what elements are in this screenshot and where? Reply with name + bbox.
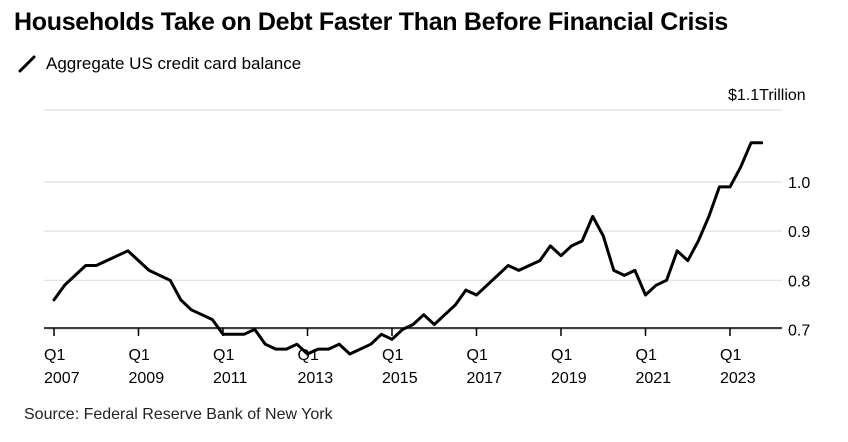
x-tick-quarter-label: Q1	[213, 347, 234, 364]
x-tick-year-label: 2011	[213, 370, 248, 387]
x-tick-year-label: 2007	[44, 370, 80, 387]
x-tick-quarter-label: Q1	[636, 347, 657, 364]
x-tick-quarter-label: Q1	[44, 347, 65, 364]
x-tick-year-label: 2009	[129, 370, 165, 387]
x-tick-year-label: 2023	[720, 370, 756, 387]
chart-title: Households Take on Debt Faster Than Befo…	[14, 8, 728, 36]
legend: Aggregate US credit card balance	[16, 52, 301, 76]
x-tick-year-label: 2021	[636, 370, 672, 387]
line-series-icon	[18, 55, 36, 73]
y-tick-label: 0.9	[788, 224, 810, 241]
x-tick-quarter-label: Q1	[551, 347, 572, 364]
x-tick-year-label: 2017	[467, 370, 503, 387]
x-tick-quarter-label: Q1	[467, 347, 488, 364]
series-line	[52, 141, 764, 356]
x-tick-quarter-label: Q1	[720, 347, 741, 364]
x-tick-year-label: 2019	[551, 370, 587, 387]
unit-annotation: $1.1Trillion	[728, 87, 806, 104]
y-tick-label: 0.7	[788, 322, 810, 339]
source-note: Source: Federal Reserve Bank of New York	[24, 406, 333, 423]
x-tick-year-label: 2013	[298, 370, 334, 387]
y-tick-label: 0.8	[788, 273, 810, 290]
x-tick-year-label: 2015	[382, 370, 418, 387]
x-tick-quarter-label: Q1	[129, 347, 150, 364]
y-tick-label: 1.0	[788, 175, 810, 192]
legend-label: Aggregate US credit card balance	[46, 54, 302, 73]
x-tick-quarter-label: Q1	[382, 347, 403, 364]
